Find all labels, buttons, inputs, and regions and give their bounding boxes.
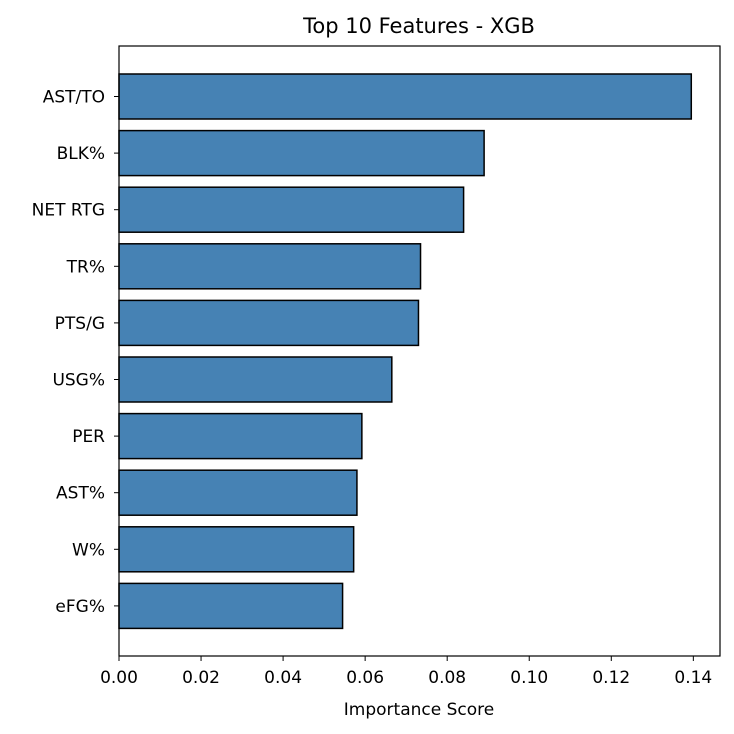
bar-per: [118, 412, 363, 460]
bar-usg: [118, 356, 393, 403]
y-tick-label: W%: [72, 540, 105, 560]
y-tick-label: TR%: [66, 257, 105, 277]
bars-group: [118, 73, 693, 630]
x-axis-ticks: 0.00 0.02 0.04 0.06 0.08 0.10 0.12 0.14: [100, 656, 712, 688]
y-tick-label: NET RTG: [32, 201, 105, 221]
chart-title: Top 10 Features - XGB: [302, 14, 535, 38]
y-tick-label: USG%: [52, 371, 105, 391]
bar-ast: [118, 469, 358, 516]
x-tick-label: 0.06: [346, 668, 384, 688]
bar-w: [118, 526, 355, 573]
y-tick-label: AST/TO: [43, 88, 105, 108]
y-tick-label: AST%: [56, 484, 105, 504]
y-tick-label: BLK%: [57, 144, 105, 164]
x-axis-title: Importance Score: [344, 700, 494, 720]
bar-tr: [118, 243, 422, 290]
y-tick-label: PTS/G: [55, 314, 105, 334]
plot-frame: [118, 45, 721, 657]
x-tick-label: 0.00: [100, 668, 138, 688]
x-tick-label: 0.02: [182, 668, 220, 688]
x-tick-label: 0.08: [428, 668, 466, 688]
bar-blk: [118, 129, 485, 177]
y-tick-label: eFG%: [55, 597, 105, 617]
bar-pts-g: [118, 299, 420, 347]
x-tick-label: 0.10: [510, 668, 548, 688]
bar-net-rtg: [118, 186, 465, 233]
y-axis-ticks: AST/TO BLK% NET RTG TR% PTS/G USG% PER AST% W% eF…: [32, 88, 119, 617]
x-tick-label: 0.04: [264, 668, 302, 688]
y-tick-label: PER: [72, 427, 105, 447]
x-tick-label: 0.14: [674, 668, 712, 688]
x-tick-label: 0.12: [592, 668, 630, 688]
bar-efg: [118, 582, 344, 630]
bar-ast-to: [118, 73, 693, 120]
